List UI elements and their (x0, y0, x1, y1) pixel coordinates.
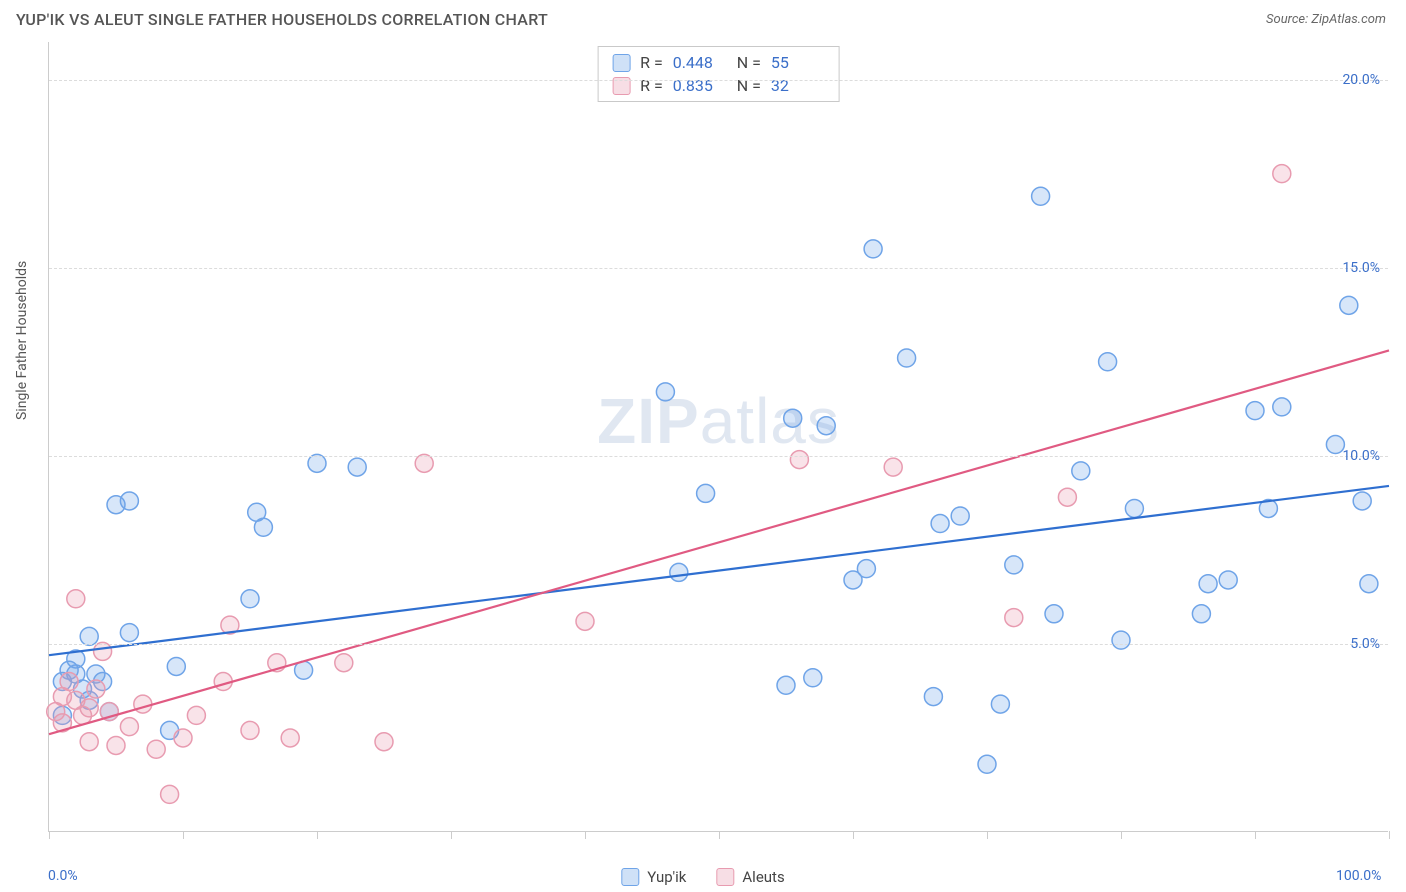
data-point (415, 454, 433, 472)
data-point (87, 680, 105, 698)
data-point (80, 699, 98, 717)
data-point (174, 729, 192, 747)
gridline (49, 268, 1388, 269)
y-tick-label: 15.0% (1342, 260, 1380, 276)
x-tick (987, 831, 988, 839)
data-point (924, 688, 942, 706)
data-point (931, 515, 949, 533)
data-point (697, 484, 715, 502)
data-point (1273, 398, 1291, 416)
x-tick (1255, 831, 1256, 839)
data-point (308, 454, 326, 472)
data-point (1360, 575, 1378, 593)
scatter-svg (49, 42, 1388, 831)
chart-plot-area: ZIPatlas R =0.448N =55R =0.835N =32 5.0%… (48, 42, 1388, 832)
x-tick-label: 100.0% (1336, 868, 1381, 884)
legend-swatch (621, 868, 639, 886)
data-point (898, 349, 916, 367)
data-point (241, 721, 259, 739)
source-attribution: Source: ZipAtlas.com (1266, 12, 1386, 27)
data-point (777, 676, 795, 694)
x-tick (853, 831, 854, 839)
data-point (94, 642, 112, 660)
data-point (241, 590, 259, 608)
chart-title: YUP'IK VS ALEUT SINGLE FATHER HOUSEHOLDS… (16, 10, 548, 29)
series-legend: Yup'ik Aleuts (621, 868, 784, 886)
data-point (656, 383, 674, 401)
data-point (1072, 462, 1090, 480)
trend-line (49, 350, 1389, 734)
legend-item: Yup'ik (621, 868, 686, 886)
data-point (80, 733, 98, 751)
data-point (978, 755, 996, 773)
data-point (1192, 605, 1210, 623)
x-tick (719, 831, 720, 839)
data-point (254, 518, 272, 536)
data-point (857, 560, 875, 578)
data-point (120, 718, 138, 736)
data-point (107, 736, 125, 754)
data-point (784, 409, 802, 427)
data-point (817, 417, 835, 435)
x-tick (183, 831, 184, 839)
data-point (1219, 571, 1237, 589)
x-tick (451, 831, 452, 839)
data-point (120, 624, 138, 642)
legend-swatch (716, 868, 734, 886)
legend-label: Aleuts (742, 868, 784, 886)
gridline (49, 80, 1388, 81)
data-point (1353, 492, 1371, 510)
data-point (335, 654, 353, 672)
data-point (670, 563, 688, 581)
data-point (1032, 187, 1050, 205)
data-point (60, 673, 78, 691)
data-point (281, 729, 299, 747)
x-tick (49, 831, 50, 839)
data-point (187, 706, 205, 724)
y-axis-label: Single Father Households (14, 261, 30, 420)
data-point (120, 492, 138, 510)
data-point (1199, 575, 1217, 593)
y-tick-label: 10.0% (1342, 448, 1380, 464)
x-tick (1389, 831, 1390, 839)
x-tick (317, 831, 318, 839)
gridline (49, 644, 1388, 645)
data-point (1340, 296, 1358, 314)
data-point (375, 733, 393, 751)
data-point (1045, 605, 1063, 623)
data-point (167, 657, 185, 675)
data-point (884, 458, 902, 476)
data-point (804, 669, 822, 687)
gridline (49, 456, 1388, 457)
data-point (951, 507, 969, 525)
data-point (161, 785, 179, 803)
y-tick-label: 20.0% (1342, 72, 1380, 88)
x-tick-label: 0.0% (48, 868, 78, 884)
x-tick (1121, 831, 1122, 839)
data-point (1273, 165, 1291, 183)
data-point (790, 451, 808, 469)
legend-label: Yup'ik (647, 868, 686, 886)
data-point (1099, 353, 1117, 371)
data-point (67, 590, 85, 608)
data-point (134, 695, 152, 713)
data-point (1005, 609, 1023, 627)
y-tick-label: 5.0% (1350, 636, 1380, 652)
data-point (1112, 631, 1130, 649)
data-point (147, 740, 165, 758)
data-point (864, 240, 882, 258)
data-point (1005, 556, 1023, 574)
data-point (1125, 499, 1143, 517)
data-point (348, 458, 366, 476)
legend-item: Aleuts (716, 868, 784, 886)
data-point (80, 627, 98, 645)
data-point (1246, 402, 1264, 420)
data-point (576, 612, 594, 630)
x-tick (585, 831, 586, 839)
data-point (1058, 488, 1076, 506)
data-point (991, 695, 1009, 713)
